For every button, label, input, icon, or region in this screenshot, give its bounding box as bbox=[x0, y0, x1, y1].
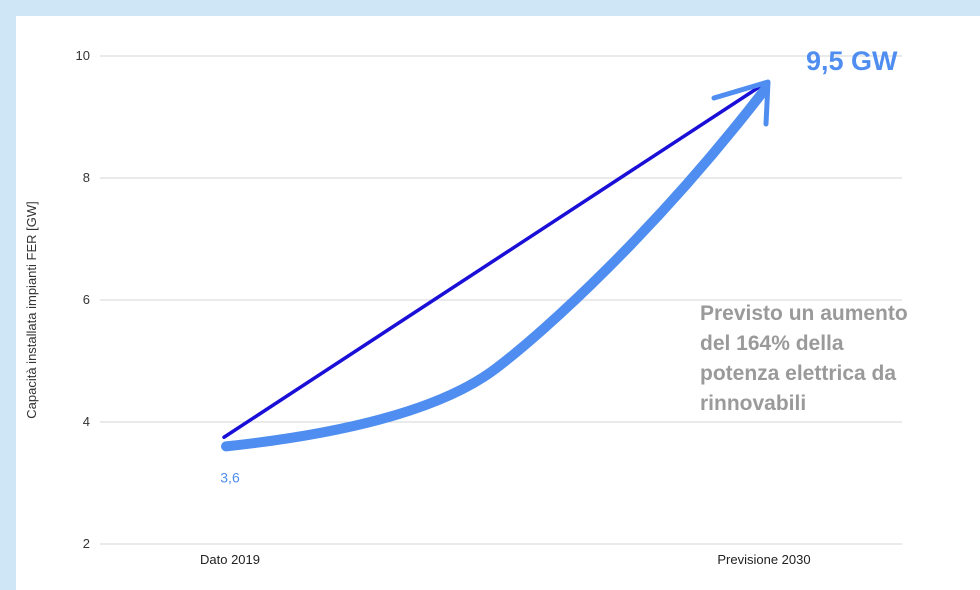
y-tick-label: 10 bbox=[76, 48, 90, 63]
series-curve bbox=[221, 85, 769, 452]
annotation-line: del 164% della bbox=[700, 332, 844, 355]
annotation-text: Previsto un aumento del 164% della poten… bbox=[700, 302, 914, 415]
y-tick-label: 6 bbox=[83, 292, 90, 307]
start-value-label: 3,6 bbox=[220, 469, 240, 485]
annotation-line: potenza elettrica da bbox=[700, 362, 896, 385]
y-tick-label: 4 bbox=[83, 414, 90, 429]
annotation-line: Previsto un aumento bbox=[700, 302, 908, 325]
y-tick-label: 2 bbox=[83, 536, 90, 551]
growth-chart: 2 4 6 8 10 Dato 2019 Previsione 2030 Capacità… bbox=[24, 46, 914, 567]
y-tick-label: 8 bbox=[83, 170, 90, 185]
arrow-head bbox=[711, 79, 771, 127]
series-line bbox=[222, 84, 762, 439]
end-value-label: 9,5 GW bbox=[806, 46, 898, 76]
x-category-label: Previsione 2030 bbox=[717, 552, 810, 567]
x-category-label: Dato 2019 bbox=[200, 552, 260, 567]
chart-panel: 2 4 6 8 10 Dato 2019 Previsione 2030 Capacità… bbox=[16, 16, 980, 590]
y-axis-label: Capacità installata impianti FER [GW] bbox=[24, 201, 39, 418]
annotation-line: rinnovabili bbox=[700, 392, 806, 415]
